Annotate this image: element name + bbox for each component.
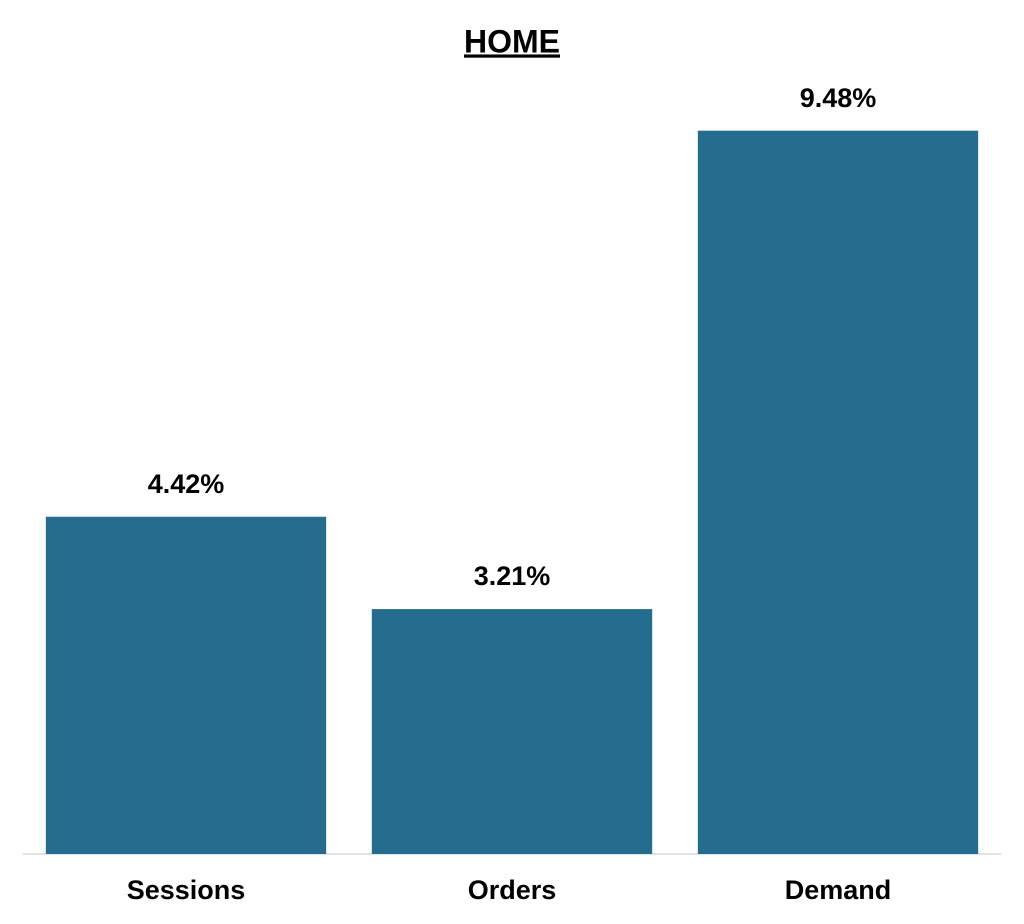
value-label: 4.42%: [148, 469, 225, 499]
bar: [697, 130, 979, 854]
x-tick-label: Orders: [468, 875, 557, 905]
bar: [371, 609, 653, 854]
bar: [45, 516, 327, 854]
value-label: 9.48%: [800, 83, 877, 113]
x-tick-label: Demand: [785, 875, 892, 905]
chart-title: HOME: [464, 23, 560, 59]
value-label: 3.21%: [474, 561, 551, 591]
x-tick-label: Sessions: [127, 875, 246, 905]
